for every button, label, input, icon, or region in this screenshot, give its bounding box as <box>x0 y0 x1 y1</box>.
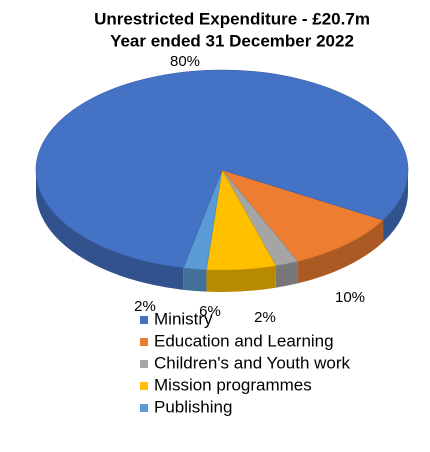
chart-title: Unrestricted Expenditure - £20.7m <box>94 9 370 28</box>
legend-marker <box>140 360 148 368</box>
slice-side <box>36 170 184 290</box>
legend-label: Education and Learning <box>154 331 334 350</box>
slice-side <box>206 265 276 292</box>
slice-side <box>183 267 207 292</box>
slice-side <box>275 261 298 288</box>
legend-label: Mission programmes <box>154 375 312 394</box>
data-label: 2% <box>254 309 276 326</box>
slice-side <box>297 220 384 284</box>
legend-marker <box>140 338 148 346</box>
pie-tops <box>35 69 409 271</box>
legend-marker <box>140 404 148 412</box>
legend-marker <box>140 382 148 390</box>
legend-label: Ministry <box>154 309 213 328</box>
legend-label: Publishing <box>154 397 232 416</box>
slice <box>35 69 409 269</box>
legend-label: Children's and Youth work <box>154 353 351 372</box>
legend-marker <box>140 316 148 324</box>
slice <box>221 169 384 262</box>
chart-subtitle: Year ended 31 December 2022 <box>110 31 354 50</box>
data-label: 80% <box>170 53 200 70</box>
pie-walls <box>36 170 408 292</box>
data-label: 6% <box>199 303 221 320</box>
data-label: 10% <box>335 289 365 306</box>
data-label: 2% <box>134 298 156 315</box>
